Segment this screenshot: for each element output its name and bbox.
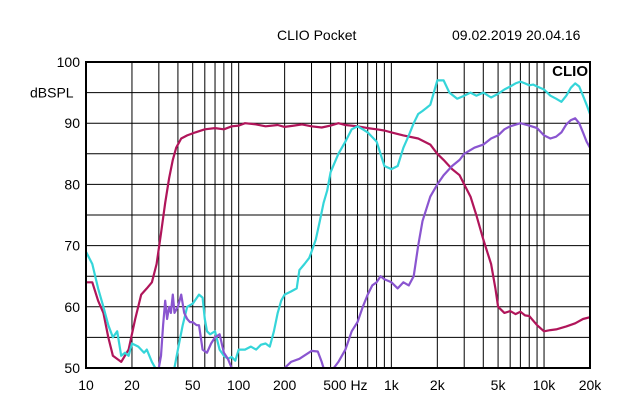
- x-tick-label: 100: [227, 377, 251, 393]
- series-group: [86, 79, 590, 368]
- clio-logo: CLIO: [552, 63, 588, 80]
- y-axis-label: dBSPL: [30, 85, 74, 101]
- series-line-1: [86, 122, 590, 363]
- axes: 10 20 50 100 200 500 Hz 1k 2k 5k 10k 20k 100 90 80 70 6…: [57, 54, 603, 393]
- x-tick-label: 500 Hz: [323, 377, 367, 393]
- plot-frame: [85, 61, 591, 369]
- series-line-3: [157, 117, 590, 368]
- y-tick-label: 50: [64, 360, 80, 376]
- y-tick-label: 60: [64, 299, 80, 315]
- y-tick-label: 80: [64, 176, 80, 192]
- y-tick-label: 70: [64, 238, 80, 254]
- y-tick-label: 90: [64, 115, 80, 131]
- x-tick-label: 10: [78, 377, 94, 393]
- grid: [85, 61, 591, 369]
- x-tick-label: 200: [273, 377, 297, 393]
- x-tick-label: 20k: [579, 377, 603, 393]
- x-tick-label: 20: [124, 377, 140, 393]
- x-tick-label: 50: [185, 377, 201, 393]
- chart-timestamp: 09.02.2019 20.04.16: [452, 27, 581, 43]
- x-tick-label: 10k: [533, 377, 557, 393]
- series-line-2: [86, 79, 590, 368]
- x-tick-label: 1k: [384, 377, 400, 393]
- y-tick-label: 100: [57, 54, 81, 70]
- chart-title: CLIO Pocket: [277, 27, 357, 43]
- x-tick-label: 5k: [491, 377, 507, 393]
- x-tick-label: 2k: [430, 377, 446, 393]
